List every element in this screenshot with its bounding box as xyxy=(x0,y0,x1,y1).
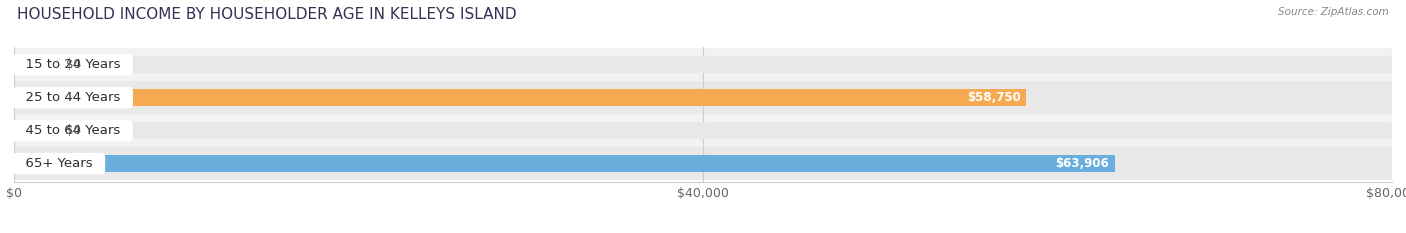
Text: $0: $0 xyxy=(66,124,82,137)
Bar xyxy=(14,89,1392,106)
Text: 15 to 24 Years: 15 to 24 Years xyxy=(17,58,129,71)
Text: 45 to 64 Years: 45 to 64 Years xyxy=(17,124,128,137)
Text: HOUSEHOLD INCOME BY HOUSEHOLDER AGE IN KELLEYS ISLAND: HOUSEHOLD INCOME BY HOUSEHOLDER AGE IN K… xyxy=(17,7,516,22)
FancyBboxPatch shape xyxy=(14,81,1392,114)
Text: $63,906: $63,906 xyxy=(1056,157,1109,170)
Text: $58,750: $58,750 xyxy=(967,91,1021,104)
Text: 25 to 44 Years: 25 to 44 Years xyxy=(17,91,129,104)
FancyBboxPatch shape xyxy=(14,48,1392,81)
Text: 65+ Years: 65+ Years xyxy=(17,157,101,170)
Bar xyxy=(14,122,1392,139)
Bar xyxy=(14,56,1392,73)
Bar xyxy=(14,155,1115,172)
Bar xyxy=(14,155,1392,172)
Bar xyxy=(14,89,1026,106)
FancyBboxPatch shape xyxy=(14,114,1392,147)
Text: Source: ZipAtlas.com: Source: ZipAtlas.com xyxy=(1278,7,1389,17)
Bar xyxy=(14,122,42,139)
Text: $0: $0 xyxy=(66,58,82,71)
Bar xyxy=(14,56,42,73)
FancyBboxPatch shape xyxy=(14,147,1392,180)
